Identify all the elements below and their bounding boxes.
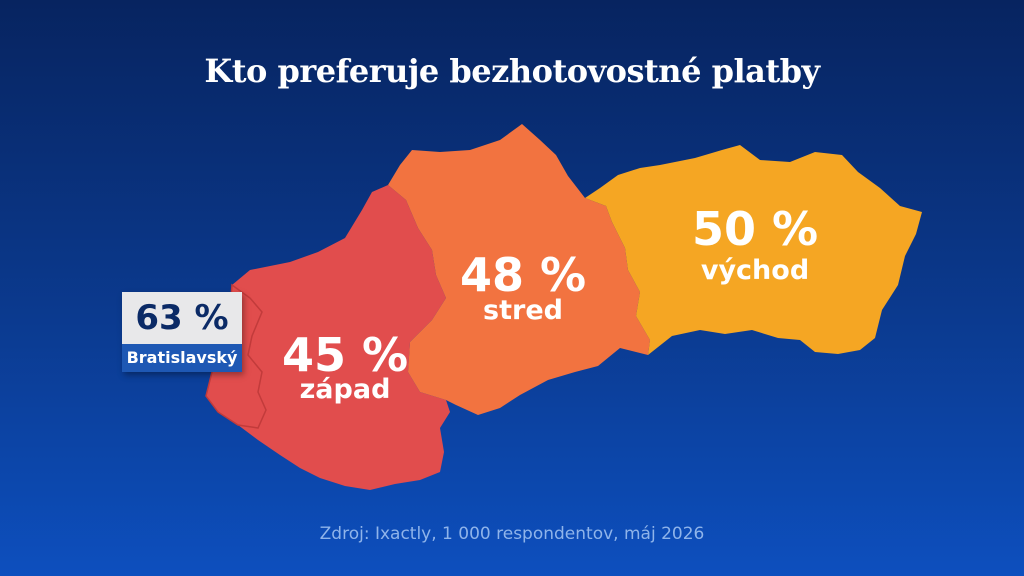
region-vychod-value: 50 % <box>691 202 819 256</box>
region-stred-label: stred <box>483 295 563 326</box>
region-zapad-value: 45 % <box>281 328 409 382</box>
bratislava-label: Bratislavský <box>122 344 242 372</box>
region-vychod-label: východ <box>700 255 810 286</box>
source-note: Zdroj: Ixactly, 1 000 respondentov, máj … <box>319 524 705 544</box>
region-zapad <box>206 185 450 490</box>
bratislava-value: 63 % <box>122 292 242 344</box>
region-stred-value: 48 % <box>459 248 587 302</box>
region-stred <box>388 124 650 415</box>
page-title: Kto preferuje bezhotovostné platby <box>204 52 820 90</box>
region-zapad-label: západ <box>299 374 391 405</box>
region-vychod <box>585 145 922 355</box>
bratislava-callout: 63 % Bratislavský <box>122 292 242 372</box>
